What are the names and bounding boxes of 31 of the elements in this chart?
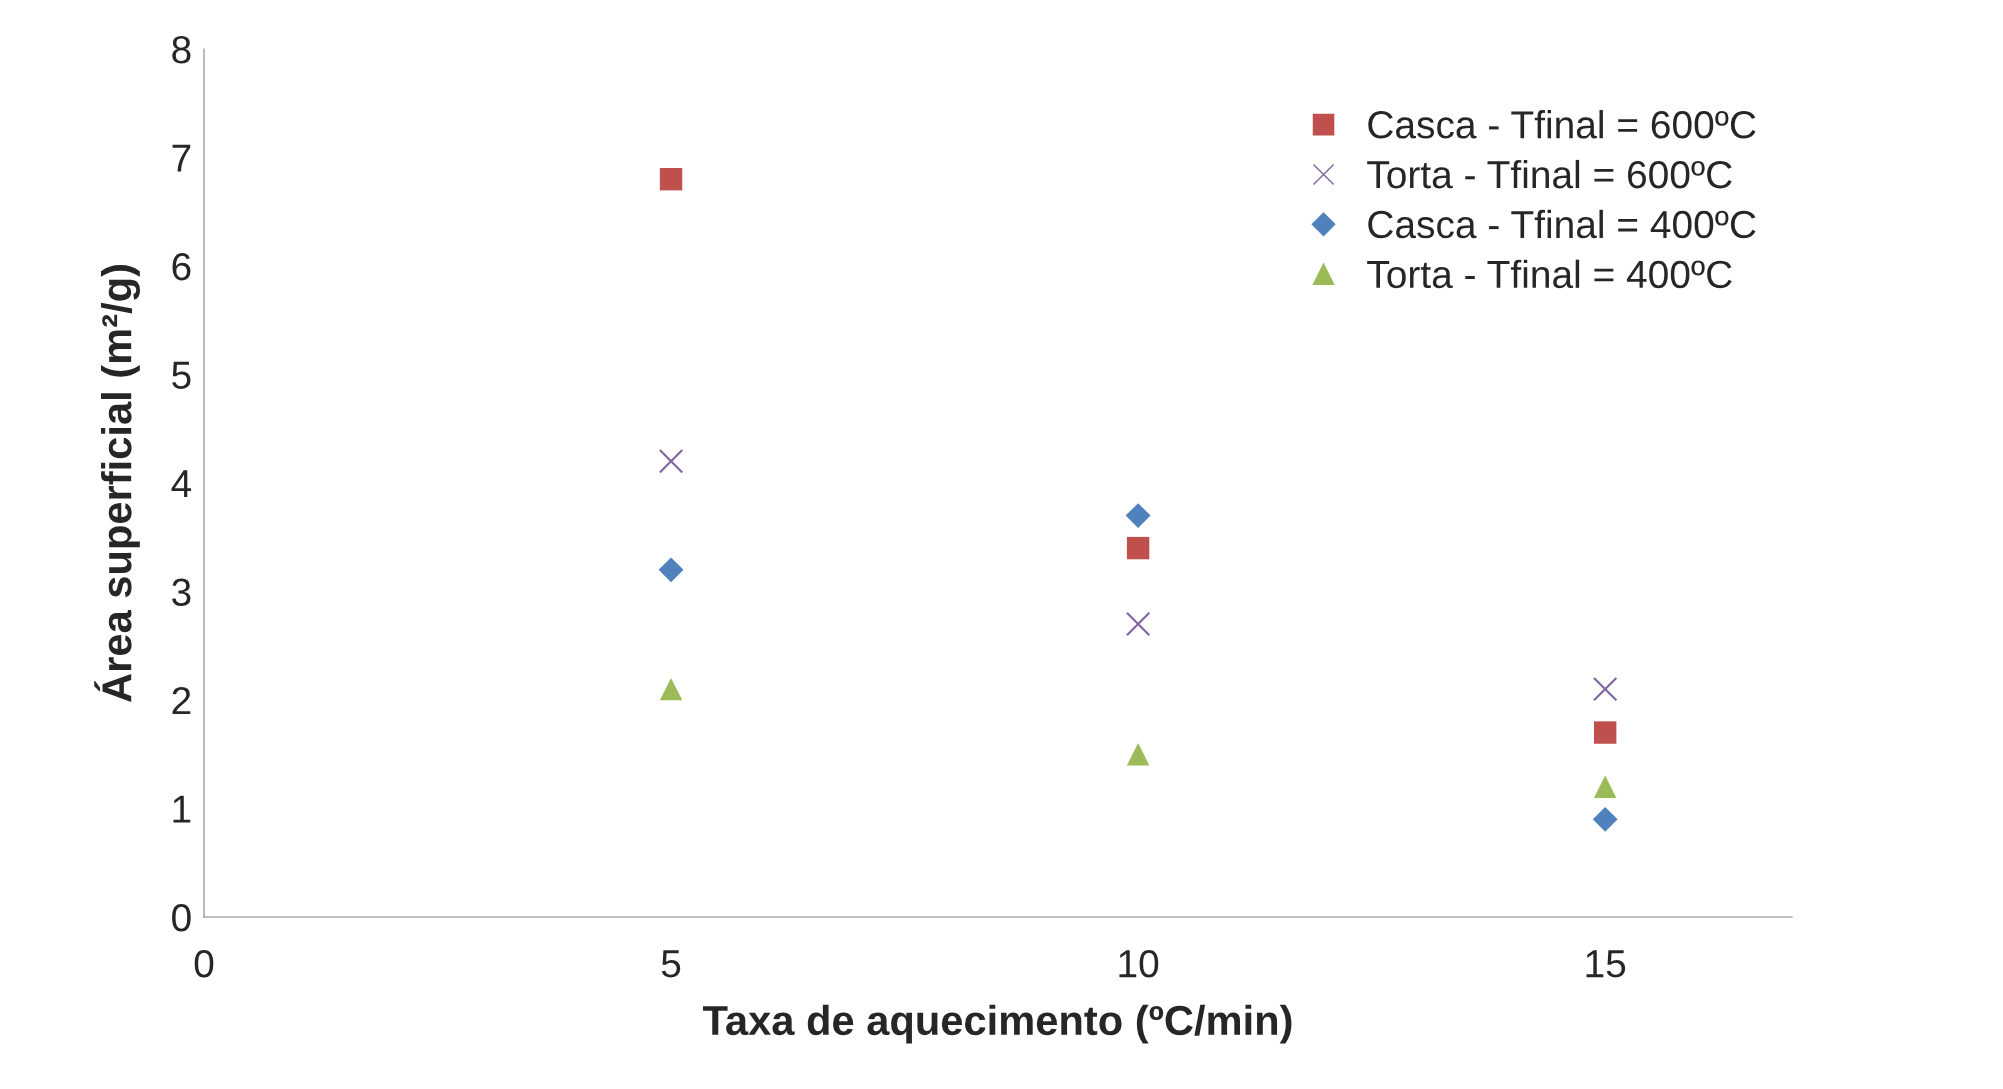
point bbox=[1126, 743, 1150, 766]
point bbox=[1593, 721, 1617, 744]
legend-label: Casca - Tfinal = 400ºC bbox=[1368, 209, 1756, 239]
point bbox=[659, 677, 683, 701]
x-tick-label: 0 bbox=[194, 949, 214, 978]
y-tick-label: 6 bbox=[172, 252, 191, 281]
legend-label: Torta - Tfinal = 600ºC bbox=[1367, 159, 1732, 189]
y-tick-label: 3 bbox=[172, 578, 191, 606]
y-tick-label: 8 bbox=[172, 35, 191, 64]
x-tick-label: 10 bbox=[1119, 949, 1159, 978]
y-tick-label: 0 bbox=[172, 903, 191, 932]
legend-label: Torta - Tfinal = 400ºC bbox=[1367, 259, 1732, 289]
point bbox=[1125, 611, 1151, 637]
y-tick-label: 5 bbox=[172, 361, 191, 389]
x-axis-title: Taxa de aquecimento (ºC/min) bbox=[703, 1004, 1292, 1044]
point bbox=[659, 168, 683, 191]
point bbox=[1592, 676, 1618, 702]
point bbox=[658, 557, 684, 583]
point bbox=[1125, 503, 1151, 528]
y-tick-label: 1 bbox=[173, 795, 191, 823]
x-tick-label: 5 bbox=[661, 950, 681, 978]
point bbox=[1593, 775, 1617, 798]
y-tick-label: 4 bbox=[171, 470, 192, 498]
y-tick-label: 7 bbox=[172, 144, 191, 172]
y-axis-title: Área superficial (m²/g) bbox=[94, 265, 141, 702]
x-tick-label: 15 bbox=[1586, 950, 1626, 978]
y-tick-label: 2 bbox=[172, 686, 191, 715]
legend-label: Casca - Tfinal = 600ºC bbox=[1368, 110, 1756, 139]
point bbox=[1592, 806, 1618, 832]
point bbox=[1126, 536, 1150, 560]
point bbox=[658, 449, 684, 474]
